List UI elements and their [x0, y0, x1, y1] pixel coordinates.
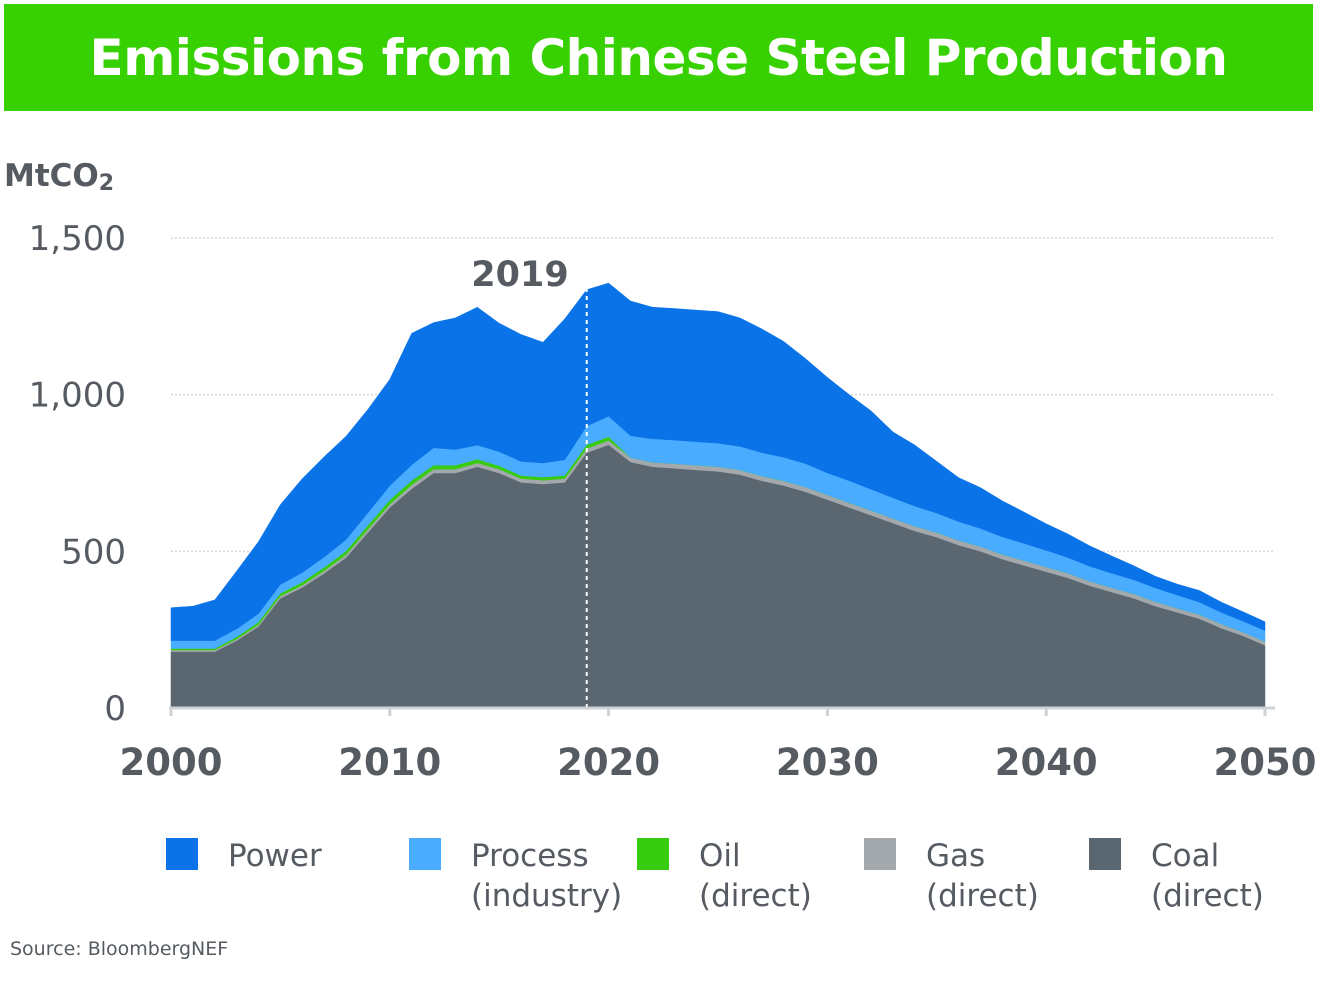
legend-label-power: Power [228, 838, 322, 874]
legend-swatch-power [166, 838, 198, 870]
legend-label-gas: Gas (direct) [926, 838, 1039, 914]
y-axis-unit: MtCO2 [4, 158, 114, 196]
legend-swatch-gas [864, 838, 896, 870]
annotation-layer: 2019 [471, 255, 588, 708]
y-tick-label: 1,000 [29, 376, 126, 416]
x-tick-label: 2000 [120, 741, 223, 784]
title-banner: Emissions from Chinese Steel Production [4, 4, 1313, 111]
legend-label-coal: Coal (direct) [1151, 838, 1264, 914]
y-axis: 0 500 1,000 1,500 [29, 219, 126, 729]
legend-item-gas: Gas (direct) [864, 836, 1039, 916]
legend-swatch-oil [637, 838, 669, 870]
legend-label-oil: Oil (direct) [699, 838, 812, 914]
x-axis: 2000 2010 2020 2030 2040 2050 [120, 706, 1317, 784]
chart-title: Emissions from Chinese Steel Production [89, 28, 1228, 87]
area-series [170, 282, 1266, 709]
source-note: Source: BloombergNEF [10, 938, 229, 960]
y-axis-unit-subscript: 2 [98, 171, 115, 196]
legend-swatch-coal [1089, 838, 1121, 870]
area-power [170, 282, 1266, 641]
legend-item-power: Power [166, 836, 322, 876]
x-tick-label: 2010 [338, 741, 441, 784]
y-axis-unit-text: MtCO [4, 158, 99, 194]
annotation-label: 2019 [471, 255, 568, 295]
y-tick-label: 500 [61, 532, 126, 572]
legend-item-oil: Oil (direct) [637, 836, 812, 916]
x-tick-label: 2040 [995, 741, 1098, 784]
y-tick-label: 1,500 [29, 219, 126, 259]
legend-swatch-process [409, 838, 441, 870]
x-tick-label: 2030 [776, 741, 879, 784]
legend-item-coal: Coal (direct) [1089, 836, 1264, 916]
legend-label-process: Process (industry) [471, 838, 623, 914]
x-tick-label: 2050 [1214, 741, 1317, 784]
x-tick-label: 2020 [557, 741, 660, 784]
legend-item-process: Process (industry) [409, 836, 622, 916]
y-tick-label: 0 [104, 689, 126, 729]
